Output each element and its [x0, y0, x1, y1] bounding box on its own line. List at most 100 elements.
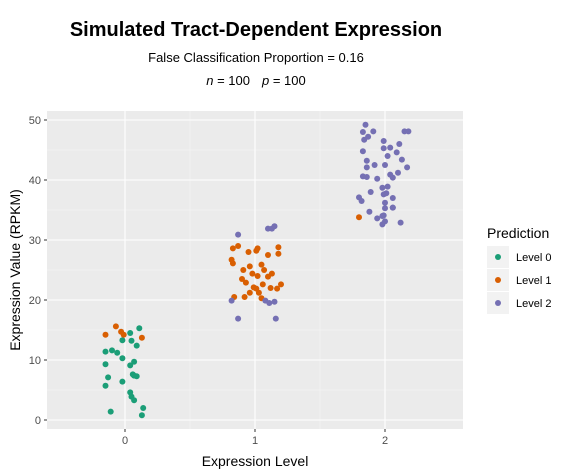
point-level-1 [253, 247, 260, 254]
y-tick-label: 30 [29, 235, 41, 247]
point-level-1 [112, 323, 119, 330]
point-level-1 [275, 244, 282, 251]
point-level-2 [228, 297, 235, 304]
point-level-2 [382, 199, 388, 206]
point-level-1 [254, 273, 261, 279]
point-level-1 [241, 294, 248, 300]
point-level-1 [120, 331, 127, 338]
point-level-2 [396, 141, 403, 147]
point-level-2 [384, 183, 391, 190]
x-tick-label: 2 [382, 435, 388, 447]
legend-label-level-0: Level 0 [516, 252, 551, 264]
point-level-1 [102, 331, 109, 338]
point-level-0 [107, 408, 114, 415]
point-level-0 [129, 371, 136, 378]
point-level-2 [370, 128, 377, 135]
point-level-1 [138, 334, 145, 341]
x-tick-label: 1 [252, 435, 258, 447]
chart-caption: n = 100 p = 100 [206, 73, 306, 88]
point-level-2 [397, 219, 404, 226]
point-level-1 [235, 243, 242, 249]
legend: Prediction Level 0 Level 1 Level 2 [487, 225, 551, 314]
point-level-2 [380, 138, 387, 144]
legend-title: Prediction [487, 225, 549, 241]
point-level-1 [259, 281, 266, 288]
point-level-1 [246, 263, 253, 270]
y-axis-title: Expression Value (RPKM) [7, 189, 23, 351]
point-level-2 [379, 221, 386, 228]
point-level-0 [127, 362, 134, 369]
point-level-2 [271, 223, 278, 230]
point-level-2 [367, 189, 374, 195]
point-level-0 [140, 405, 147, 411]
point-level-1 [229, 245, 236, 252]
point-level-2 [405, 128, 412, 135]
point-level-2 [366, 208, 373, 215]
point-level-1 [261, 267, 268, 273]
point-level-2 [395, 169, 401, 176]
point-level-2 [380, 145, 387, 152]
point-level-2 [371, 162, 378, 168]
point-level-0 [133, 342, 140, 349]
point-level-1 [255, 289, 262, 296]
point-level-1 [245, 249, 252, 255]
point-level-0 [127, 330, 134, 336]
point-level-1 [242, 279, 249, 286]
chart-subtitle: False Classification Proportion = 0.16 [148, 50, 364, 65]
point-level-2 [374, 215, 381, 222]
point-level-0 [131, 358, 138, 365]
point-level-2 [379, 213, 386, 219]
point-level-2 [374, 175, 381, 182]
point-level-2 [361, 136, 368, 143]
point-level-2 [398, 156, 405, 163]
point-level-0 [119, 378, 126, 385]
point-level-2 [389, 174, 396, 181]
point-level-1 [246, 289, 253, 296]
legend-marker-level-1 [495, 277, 501, 283]
legend-label-level-2: Level 2 [516, 298, 551, 310]
chart-title: Simulated Tract-Dependent Expression [70, 19, 442, 41]
x-axis-ticks: 0 1 2 [122, 429, 388, 447]
point-level-1 [229, 260, 236, 267]
legend-label-level-1: Level 1 [516, 275, 551, 287]
point-level-0 [102, 382, 109, 389]
point-level-0 [119, 337, 126, 344]
y-axis-ticks: 0 10 20 30 40 50 [29, 115, 47, 427]
point-level-2 [362, 121, 369, 128]
y-tick-label: 20 [29, 295, 41, 307]
y-tick-label: 50 [29, 115, 41, 127]
point-level-0 [102, 361, 109, 368]
caption-n-value: = 100 [213, 73, 250, 88]
point-level-1 [249, 270, 256, 277]
legend-marker-level-2 [495, 300, 501, 306]
point-level-0 [109, 347, 115, 354]
point-level-0 [136, 325, 143, 332]
point-level-2 [382, 205, 388, 212]
y-tick-label: 0 [35, 415, 41, 427]
point-level-2 [379, 184, 386, 191]
point-level-2 [359, 173, 366, 180]
point-level-2 [272, 315, 279, 322]
point-level-0 [102, 348, 109, 355]
point-level-2 [383, 190, 390, 197]
y-tick-label: 40 [29, 175, 41, 187]
caption-p-value: = 100 [269, 73, 306, 88]
point-level-1 [275, 250, 282, 257]
point-level-2 [363, 157, 370, 164]
point-level-2 [389, 195, 396, 201]
point-level-1 [240, 267, 247, 273]
point-level-1 [265, 252, 271, 258]
caption-p-symbol: p [261, 73, 269, 88]
point-level-0 [138, 412, 145, 419]
point-level-2 [404, 164, 411, 171]
point-level-0 [128, 337, 135, 344]
point-level-2 [387, 144, 394, 151]
point-level-1 [258, 261, 265, 268]
point-level-1 [267, 285, 274, 291]
x-tick-label: 0 [122, 435, 128, 447]
point-level-1 [239, 276, 245, 282]
point-level-2 [384, 153, 391, 159]
point-level-2 [359, 148, 366, 155]
point-level-2 [271, 298, 278, 305]
